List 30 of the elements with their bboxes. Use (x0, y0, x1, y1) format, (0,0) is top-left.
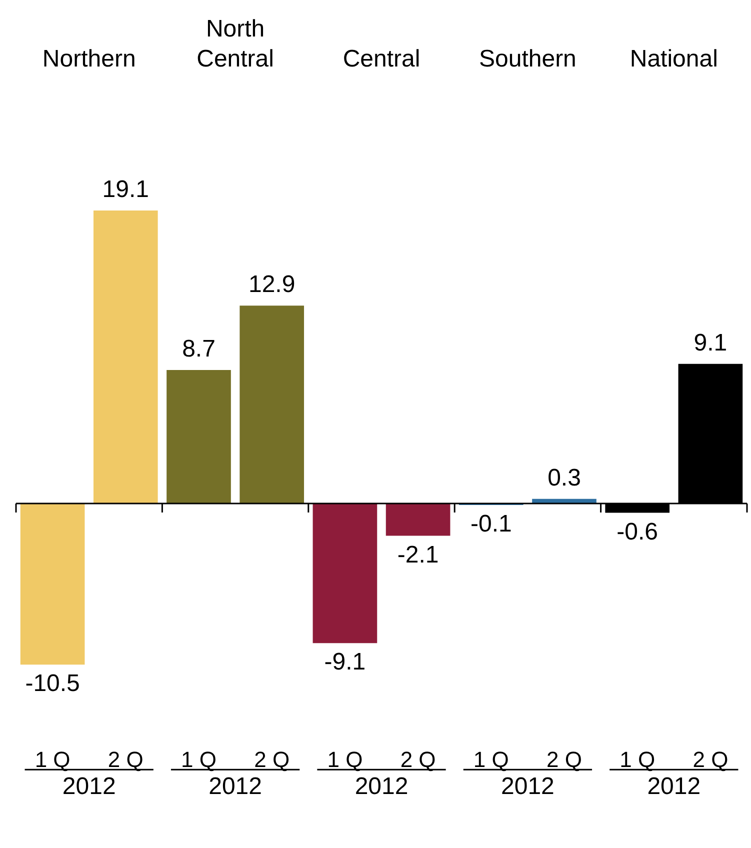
x-tick-label: 2 Q (546, 746, 582, 772)
text: 2012 (647, 773, 701, 800)
text: Southern (478, 46, 576, 73)
text: 2012 (62, 773, 116, 800)
x-tick-label: 1 Q (34, 746, 70, 772)
x-tick-label: 1 Q (620, 746, 656, 772)
text: North Central (196, 16, 274, 73)
data-label: 0.3 (548, 464, 581, 492)
data-label: -0.6 (616, 518, 658, 546)
x-tick-label: 1 Q (473, 746, 509, 772)
data-label: 8.7 (182, 336, 216, 363)
data-label: 9.1 (694, 330, 728, 357)
data-label: -0.1 (470, 510, 512, 538)
text: Central (342, 46, 420, 73)
text: 2012 (208, 773, 262, 800)
x-tick-label: 1 Q (327, 746, 363, 772)
text: National (630, 46, 718, 73)
x-tick-label: 2 Q (400, 746, 436, 772)
x-tick-label: 1 Q (181, 746, 216, 772)
x-tick-label: 2 Q (692, 746, 728, 772)
data-label: 19.1 (102, 176, 150, 204)
x-tick-label: 2 Q (108, 746, 144, 772)
text: 2012 (501, 773, 554, 800)
text: 2012 (354, 773, 408, 800)
x-tick-label: 2 Q (254, 746, 290, 772)
data-label: -2.1 (397, 541, 439, 568)
text: Northern (42, 46, 136, 73)
data-label: 12.9 (248, 271, 296, 298)
data-label: -9.1 (324, 648, 366, 676)
data-label: -10.5 (25, 670, 80, 698)
